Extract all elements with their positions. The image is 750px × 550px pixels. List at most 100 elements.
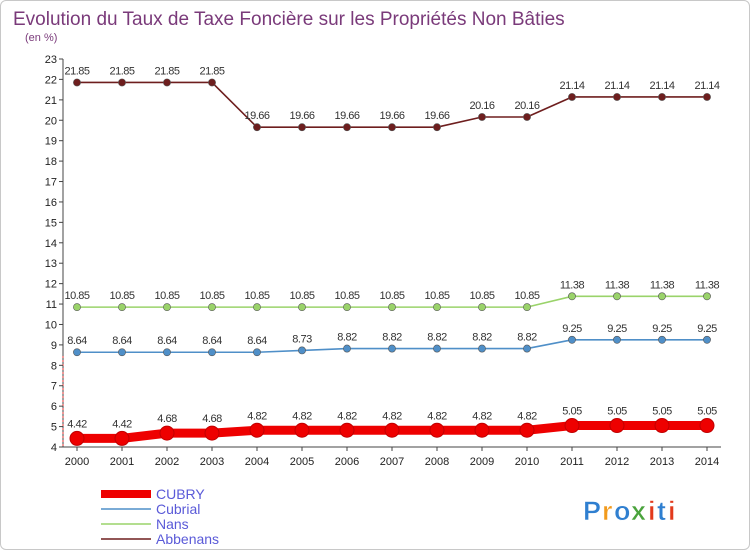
data-point	[658, 93, 666, 101]
y-tick-label: 13	[45, 258, 57, 270]
data-point	[658, 335, 666, 344]
data-label: 11.38	[650, 279, 675, 291]
data-point	[253, 123, 261, 132]
data-label: 9.25	[562, 323, 582, 335]
data-point	[564, 418, 580, 434]
data-label: 19.66	[289, 110, 314, 122]
data-label: 4.82	[472, 410, 492, 422]
data-label: 19.66	[379, 110, 404, 122]
data-point	[523, 113, 531, 121]
series-cubry: 4.42 4.42 4.68 4.68 4.82 4.82 4.82 4.82 4.82 4.82…	[67, 406, 718, 446]
data-point	[159, 425, 175, 441]
data-label: 4.42	[112, 418, 132, 430]
data-label: 10.85	[424, 290, 449, 302]
data-point	[298, 123, 306, 132]
data-label: 9.25	[607, 323, 627, 335]
y-tick-label: 21	[45, 95, 57, 107]
data-label: 8.82	[337, 332, 357, 344]
y-tick-label: 4	[51, 442, 57, 454]
data-label: 4.82	[292, 410, 312, 422]
x-tick-label: 2003	[200, 456, 224, 468]
x-tick-label: 2013	[650, 456, 674, 468]
x-tick-label: 2012	[605, 456, 629, 468]
data-point	[703, 292, 711, 301]
x-tick-label: 2010	[515, 456, 539, 468]
data-point	[384, 422, 400, 438]
data-label: 8.82	[517, 332, 537, 344]
data-point	[253, 303, 261, 312]
data-point	[343, 344, 351, 353]
x-tick-label: 2000	[65, 456, 89, 468]
x-tick-label: 2006	[335, 456, 359, 468]
data-point	[204, 425, 220, 441]
data-label: 4.82	[382, 410, 402, 422]
data-point	[613, 292, 621, 301]
y-tick-label: 18	[45, 156, 57, 168]
data-point	[73, 348, 81, 357]
data-label: 10.85	[64, 290, 89, 302]
y-tick-label: 15	[45, 217, 57, 229]
data-point	[118, 348, 126, 357]
legend-label-nans: Nans	[156, 516, 189, 532]
series-layer: 21.85 21.85 21.85 21.85 19.66 19.66 19.66 19.66…	[64, 65, 720, 446]
data-label: 8.64	[157, 335, 177, 347]
data-point	[339, 422, 355, 438]
series-nans: 10.85 10.85 10.85 10.85 10.85 10.85 10.85 10.85…	[64, 279, 720, 312]
data-label: 4.82	[247, 410, 267, 422]
data-point	[73, 78, 81, 87]
data-label: 10.85	[469, 290, 494, 302]
data-label: 8.82	[427, 332, 447, 344]
data-point	[69, 430, 85, 446]
x-tick-label: 2005	[290, 456, 314, 468]
x-tick-label: 2001	[110, 456, 134, 468]
data-label: 20.16	[469, 100, 494, 112]
data-label: 5.05	[697, 406, 717, 418]
data-point	[208, 78, 216, 87]
y-tick-label: 10	[45, 319, 57, 331]
data-point	[343, 123, 351, 132]
data-label: 4.42	[67, 418, 87, 430]
logo-letter: P	[583, 496, 601, 526]
data-label: 8.82	[472, 332, 492, 344]
data-label: 21.14	[559, 80, 584, 92]
data-label: 11.38	[695, 279, 720, 291]
data-point	[609, 418, 625, 434]
x-tick-label: 2014	[695, 456, 719, 468]
x-tick-label: 2011	[560, 456, 584, 468]
data-label: 19.66	[424, 110, 449, 122]
data-label: 19.66	[334, 110, 359, 122]
data-label: 10.85	[289, 290, 314, 302]
data-label: 21.14	[604, 80, 629, 92]
data-point	[568, 292, 576, 301]
y-tick-label: 16	[45, 197, 57, 209]
logo-letter: i	[668, 496, 676, 526]
x-tick-label: 2008	[425, 456, 449, 468]
data-point	[208, 303, 216, 312]
data-point	[433, 344, 441, 353]
data-label: 21.85	[154, 65, 179, 77]
data-label: 8.64	[112, 335, 132, 347]
data-point	[118, 78, 126, 87]
data-point	[249, 422, 265, 438]
data-label: 21.14	[649, 80, 674, 92]
legend-label-cubrial: Cubrial	[156, 501, 200, 517]
chart-title: Evolution du Taux de Taxe Foncière sur l…	[13, 9, 565, 30]
data-label: 8.64	[67, 335, 87, 347]
x-tick-label: 2007	[380, 456, 404, 468]
data-point	[703, 335, 711, 344]
y-axis-unit-label: (en %)	[25, 32, 57, 44]
data-point	[478, 344, 486, 353]
chart-axes: 4 5 6 7 8 9 10 11 12 13 14 15 16 17 18 19 20 21 22 23 2000 20…	[45, 54, 721, 468]
data-point	[253, 348, 261, 357]
data-label: 10.85	[154, 290, 179, 302]
logo-letter: t	[657, 496, 666, 526]
y-tick-label: 12	[45, 279, 57, 291]
data-point	[478, 113, 486, 121]
data-point	[298, 346, 306, 355]
data-point	[163, 348, 171, 357]
x-tick-label: 2004	[245, 456, 269, 468]
logo-letter: i	[648, 496, 656, 526]
